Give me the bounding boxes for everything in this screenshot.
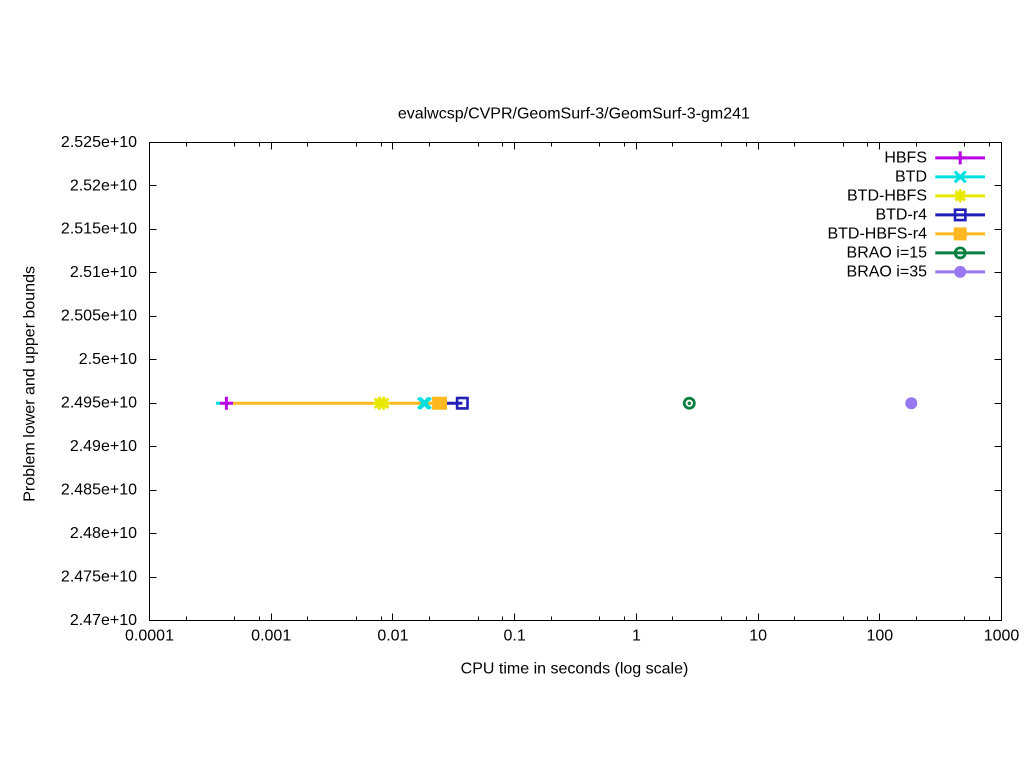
svg-text:2.5e+10: 2.5e+10 <box>79 351 137 368</box>
svg-text:evalwcsp/CVPR/GeomSurf-3/GeomS: evalwcsp/CVPR/GeomSurf-3/GeomSurf-3-gm24… <box>398 105 750 122</box>
svg-text:HBFS: HBFS <box>884 149 927 166</box>
svg-text:BRAO i=35: BRAO i=35 <box>847 263 928 280</box>
svg-text:2.48e+10: 2.48e+10 <box>70 525 137 542</box>
svg-text:2.525e+10: 2.525e+10 <box>61 134 137 151</box>
svg-text:BTD-HBFS: BTD-HBFS <box>847 187 927 204</box>
svg-text:2.505e+10: 2.505e+10 <box>61 308 137 325</box>
svg-text:2.495e+10: 2.495e+10 <box>61 395 137 412</box>
svg-text:2.51e+10: 2.51e+10 <box>70 264 137 281</box>
svg-text:2.475e+10: 2.475e+10 <box>61 568 137 585</box>
svg-text:CPU time in seconds (log scale: CPU time in seconds (log scale) <box>461 661 689 678</box>
svg-text:2.485e+10: 2.485e+10 <box>61 481 137 498</box>
svg-text:0.001: 0.001 <box>251 628 291 645</box>
svg-text:0.1: 0.1 <box>503 628 525 645</box>
svg-text:2.515e+10: 2.515e+10 <box>61 221 137 238</box>
svg-text:2.49e+10: 2.49e+10 <box>70 438 137 455</box>
svg-text:100: 100 <box>866 628 893 645</box>
svg-text:1000: 1000 <box>984 628 1020 645</box>
svg-text:Problem lower and upper bounds: Problem lower and upper bounds <box>21 266 38 502</box>
svg-text:0.0001: 0.0001 <box>125 628 174 645</box>
svg-text:2.47e+10: 2.47e+10 <box>70 612 137 629</box>
svg-text:1: 1 <box>632 628 641 645</box>
svg-text:BTD-r4: BTD-r4 <box>875 206 927 223</box>
svg-text:BTD-HBFS-r4: BTD-HBFS-r4 <box>827 225 927 242</box>
svg-text:10: 10 <box>749 628 767 645</box>
svg-text:0.01: 0.01 <box>377 628 408 645</box>
svg-text:2.52e+10: 2.52e+10 <box>70 177 137 194</box>
svg-text:BRAO i=15: BRAO i=15 <box>847 244 928 261</box>
svg-text:BTD: BTD <box>895 168 927 185</box>
